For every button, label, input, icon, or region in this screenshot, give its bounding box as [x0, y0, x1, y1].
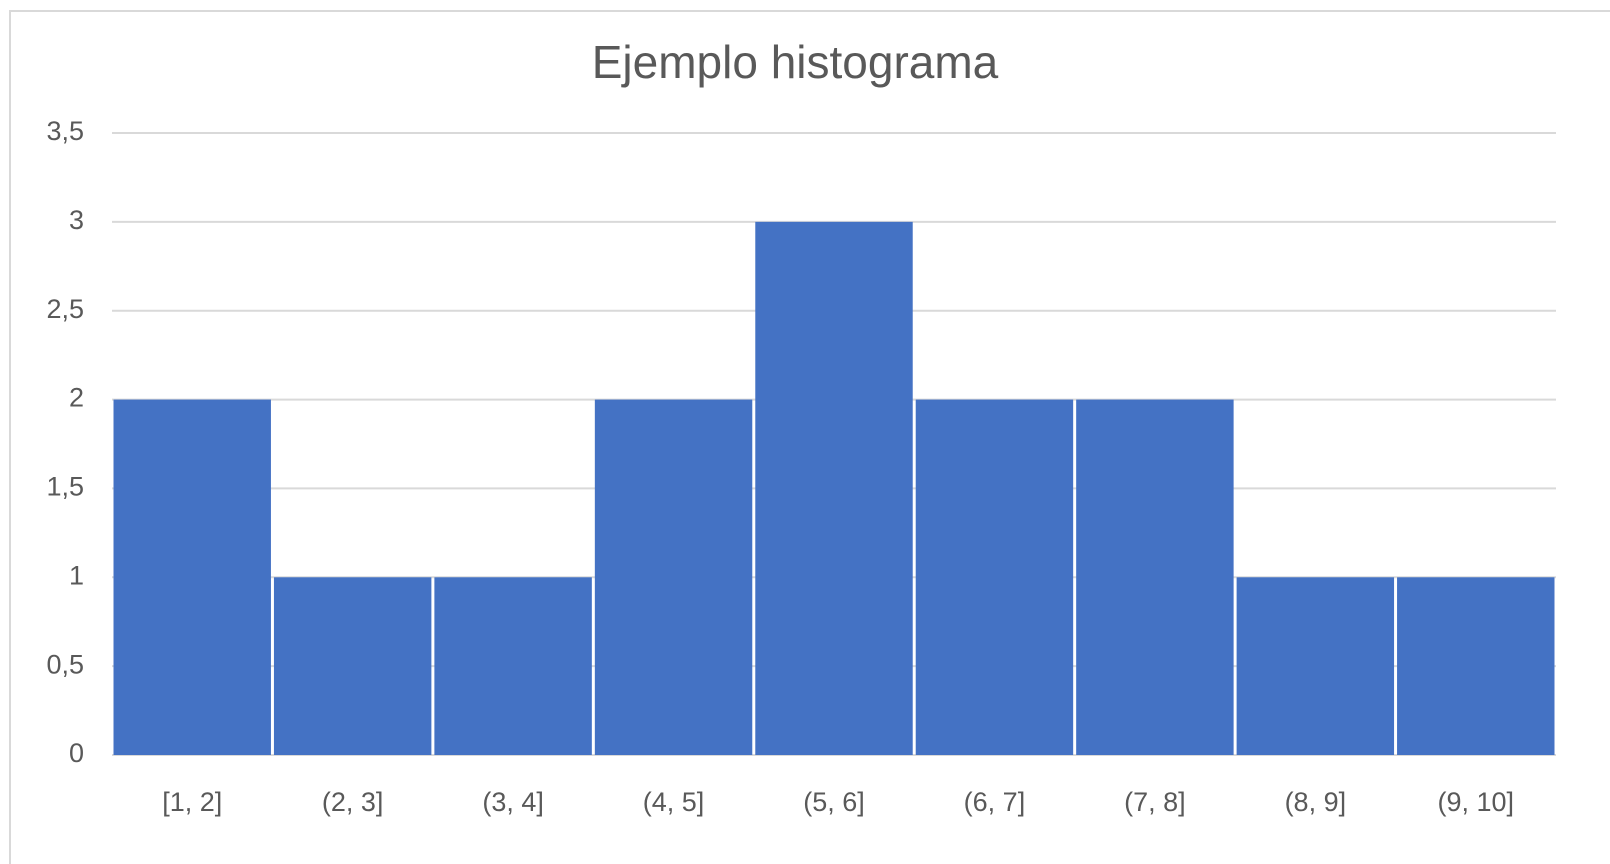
y-tick-label: 0 [69, 738, 84, 768]
bar [1076, 399, 1234, 755]
y-tick-label: 0,5 [46, 649, 84, 679]
x-tick-label: (8, 9] [1285, 787, 1347, 817]
y-tick-label: 3,5 [46, 116, 84, 146]
y-tick-label: 2,5 [46, 294, 84, 324]
x-tick-label: (5, 6] [803, 787, 865, 817]
bar [113, 399, 271, 755]
bar [1236, 577, 1395, 755]
bar [273, 577, 432, 755]
x-tick-label: (4, 5] [643, 787, 705, 817]
bar [915, 399, 1074, 755]
x-tick-label: (3, 4] [482, 787, 544, 817]
bar [1397, 577, 1555, 755]
y-tick-label: 3 [69, 205, 84, 235]
x-tick-label: [1, 2] [162, 787, 222, 817]
bar [755, 221, 913, 755]
y-tick-label: 2 [69, 383, 84, 413]
y-tick-label: 1 [69, 560, 84, 590]
x-tick-label: (9, 10] [1438, 787, 1515, 817]
x-tick-label: (2, 3] [322, 787, 384, 817]
bar [594, 399, 753, 755]
y-tick-label: 1,5 [46, 472, 84, 502]
bar [434, 577, 592, 755]
x-tick-label: (7, 8] [1124, 787, 1186, 817]
chart-title: Ejemplo histograma [592, 36, 999, 88]
x-tick-label: (6, 7] [964, 787, 1026, 817]
